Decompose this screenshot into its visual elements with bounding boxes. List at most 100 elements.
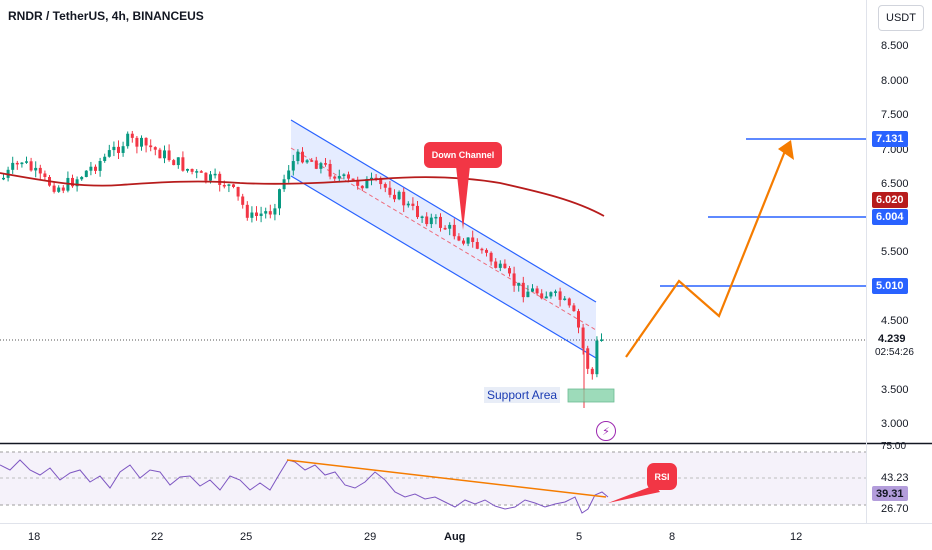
target-tag-5010: 5.010 [872, 278, 908, 294]
candle-body [549, 292, 553, 297]
candle-body [416, 205, 419, 218]
rsi-line [0, 459, 609, 514]
currency-button[interactable]: USDT [878, 5, 924, 31]
candle-body [75, 179, 79, 187]
candle-body [126, 133, 130, 147]
candle-body [595, 340, 599, 375]
rsi-trendline[interactable] [286, 459, 607, 498]
candle-body [425, 216, 429, 225]
candle-body [213, 173, 217, 176]
candle-body [563, 298, 567, 301]
candle-body [144, 137, 148, 146]
time-axis-label: 12 [790, 531, 803, 543]
candle-body [310, 160, 314, 162]
support-area-label[interactable]: Support Area [484, 387, 561, 403]
candle-body [356, 179, 360, 186]
candle-body [337, 175, 341, 179]
price-axis[interactable]: 8.500 8.000 7.500 7.000 6.500 5.500 4.50… [867, 0, 932, 442]
candle-body [278, 189, 281, 209]
candle-body [567, 298, 571, 306]
candle-body [255, 212, 258, 216]
candle-body [494, 261, 498, 268]
candle-body [517, 282, 521, 286]
candle-body [411, 203, 415, 206]
candle-body [140, 137, 143, 147]
candle-body [420, 216, 424, 218]
rsi-callout-pointer [608, 485, 660, 503]
rsi-lower-label: 26.70 [881, 503, 909, 515]
time-axis-label: 18 [28, 531, 41, 543]
candle-body [485, 249, 488, 253]
candle-body [305, 160, 309, 163]
candle-body [577, 311, 580, 328]
candle-body [600, 339, 603, 341]
candle-body [347, 174, 350, 179]
candle-body [471, 237, 475, 242]
candle-body [163, 150, 166, 159]
candle-body [581, 327, 585, 349]
price-axis-label: 8.500 [881, 40, 909, 52]
candle-body [176, 157, 180, 166]
candle-body [291, 161, 295, 171]
candle-body [544, 296, 548, 299]
rsi-current-tag: 39.31 [872, 486, 908, 501]
rsi-callout[interactable]: RSI [647, 463, 677, 490]
candle-body [181, 157, 185, 171]
candle-body [135, 137, 139, 147]
candle-body [186, 168, 189, 171]
candle-body [80, 176, 84, 180]
rsi-axis[interactable]: 75.00 43.23 39.31 26.70 [867, 441, 932, 522]
ma-value-tag: 6.020 [872, 192, 908, 208]
candle-body [34, 167, 38, 171]
candle-body [287, 170, 291, 180]
candle-body [98, 160, 102, 171]
candle-body [342, 174, 346, 176]
candle-body [439, 216, 442, 228]
target-tag-7131: 7.131 [872, 131, 908, 147]
candle-body [117, 146, 120, 153]
candle-body [2, 177, 5, 180]
candle-body [314, 160, 318, 169]
projection-path[interactable] [625, 145, 789, 358]
candle-body [393, 194, 396, 200]
down-channel-upper[interactable] [290, 119, 597, 303]
candle-body [324, 163, 327, 165]
target-tag-6004: 6.004 [872, 209, 908, 225]
candle-body [236, 186, 240, 197]
candle-body [52, 185, 56, 192]
candle-body [107, 150, 111, 157]
price-axis-label: 8.000 [881, 75, 909, 87]
symbol-title[interactable]: RNDR / TetherUS, 4h, BINANCEUS [8, 9, 204, 23]
time-axis-label: 8 [669, 531, 676, 543]
candle-body [172, 160, 176, 166]
last-price-value: 4.239 [878, 333, 906, 345]
candle-body [379, 178, 383, 185]
candle-body [448, 224, 452, 229]
time-axis[interactable]: 18 22 25 29 Aug 5 8 12 [0, 524, 866, 550]
price-axis-label: 7.000 [881, 144, 909, 156]
time-axis-label: 22 [151, 531, 164, 543]
time-axis-label: 25 [240, 531, 253, 543]
candle-body [370, 177, 373, 180]
candle-body [296, 151, 300, 162]
support-area-box[interactable] [567, 388, 615, 403]
down-channel-pointer [456, 166, 470, 230]
candle-body [112, 146, 116, 151]
candle-body [443, 227, 447, 230]
candle-body [531, 288, 534, 292]
candle-body [466, 237, 470, 244]
down-channel-lower[interactable] [290, 175, 597, 359]
candle-body [489, 252, 493, 262]
candle-body [20, 162, 24, 165]
candle-body [190, 168, 194, 172]
candle-body [38, 167, 42, 174]
candle-body [558, 291, 562, 300]
time-axis-label: Aug [444, 531, 466, 543]
candle-body [388, 187, 392, 195]
candle-body [11, 162, 15, 170]
down-channel-callout[interactable]: Down Channel [424, 142, 502, 168]
rsi-mid-label: 43.23 [881, 472, 909, 484]
candle-body [264, 211, 268, 214]
lightning-icon[interactable]: ⚡ [596, 421, 616, 441]
